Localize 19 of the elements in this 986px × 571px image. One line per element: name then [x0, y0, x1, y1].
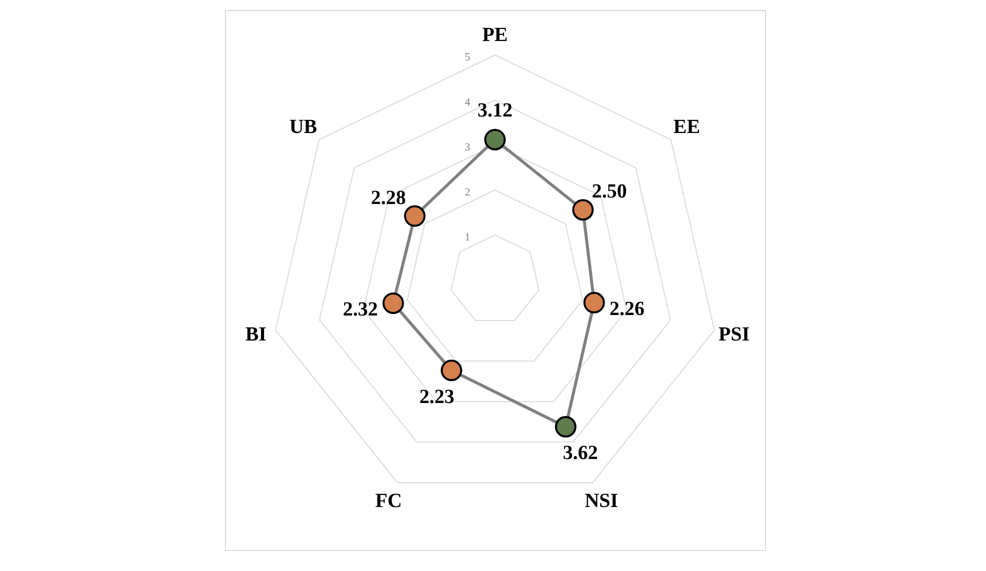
data-label: 3.12	[478, 99, 512, 122]
y-tick-label: 5	[464, 51, 471, 64]
data-label: 3.62	[562, 442, 598, 464]
y-tick-label: 4	[464, 96, 471, 108]
spoke-label: BI	[245, 324, 267, 346]
spoke-label: PSI	[718, 324, 750, 346]
spoke-label: UB	[289, 116, 318, 138]
y-tick-label: 1	[464, 231, 470, 244]
data-label: 2.50	[592, 180, 627, 203]
spoke-label: FC	[375, 490, 402, 512]
spoke-label: NSI	[584, 490, 618, 512]
y-tick-label: 2	[464, 186, 470, 198]
data-label: 2.28	[370, 186, 406, 209]
data-label: 2.32	[342, 298, 378, 321]
data-label: 2.23	[419, 386, 454, 408]
data-label: 2.26	[610, 298, 645, 320]
y-tick-label: 3	[464, 141, 471, 154]
spoke-label: EE	[673, 116, 700, 138]
spoke-label: PE	[482, 24, 508, 46]
